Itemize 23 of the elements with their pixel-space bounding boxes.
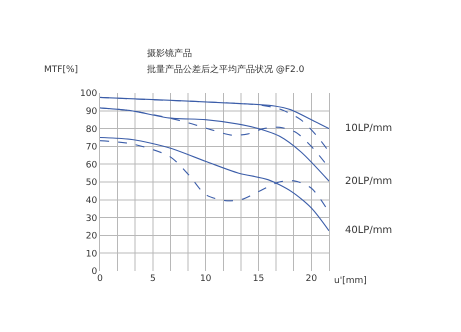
y-tick-label: 20	[86, 232, 98, 242]
line-series	[100, 136, 329, 232]
y-tick-label: 70	[86, 142, 98, 153]
series-label: 20LP/mm	[345, 176, 392, 187]
y-tick-label: 90	[86, 106, 98, 117]
series-label: 10LP/mm	[345, 123, 392, 134]
y-tick-label: 50	[86, 178, 98, 188]
y-tick-label: 10	[86, 249, 98, 260]
x-tick-label: 15	[252, 274, 264, 284]
chart-title: 摄影镜产品	[147, 48, 192, 59]
y-tick-label: 40	[86, 196, 98, 206]
y-axis-title: MTF[%]	[44, 65, 78, 75]
x-axis-title: u'[mm]	[334, 276, 367, 286]
y-tick-label: 30	[86, 214, 98, 224]
series-label: 40LP/mm	[345, 225, 392, 236]
y-tick-label: 60	[86, 160, 98, 170]
x-tick-label: 20	[306, 274, 318, 284]
y-tick-label: 100	[80, 89, 98, 100]
x-tick-label: 10	[200, 274, 212, 284]
y-tick-label: 80	[86, 124, 98, 135]
y-tick-label: 0	[91, 267, 98, 278]
chart-subtitle: 批量产品公差后之平均产品状况 @F2.0	[147, 64, 305, 75]
x-tick-label: 5	[150, 274, 156, 284]
